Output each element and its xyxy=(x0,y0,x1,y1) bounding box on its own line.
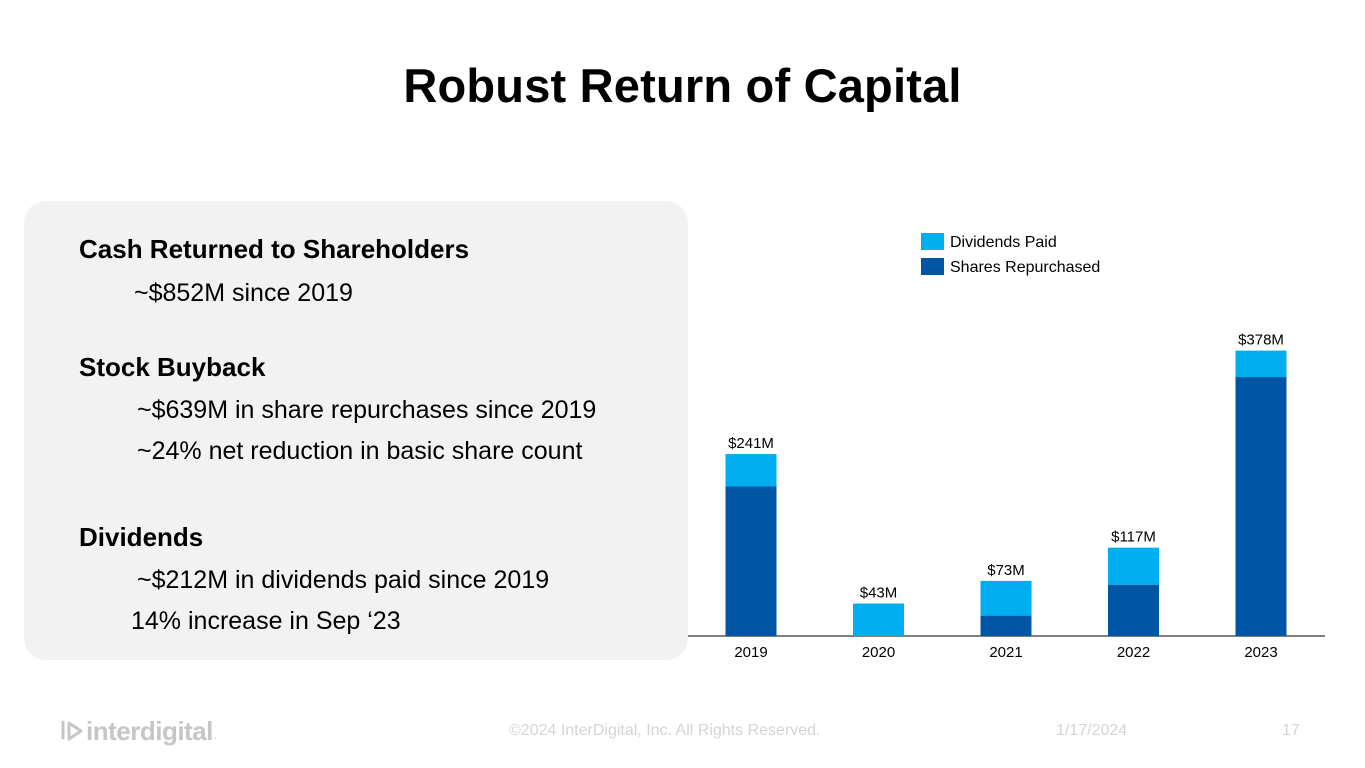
stock-buyback-line-2: ~24% net reduction in basic share count xyxy=(137,437,583,465)
bar-dividends-paid-2019 xyxy=(725,454,777,487)
interdigital-logo-icon xyxy=(61,720,83,741)
total-label-2020: $43M xyxy=(860,585,898,602)
cash-returned-heading: Cash Returned to Shareholders xyxy=(79,234,470,264)
bar-shares-repurchased-2022 xyxy=(1108,584,1159,636)
interdigital-logo: interdigital. xyxy=(60,714,217,748)
bar-shares-repurchased-2023 xyxy=(1235,377,1287,636)
bars-group: $241M 2019 $43M 2020 $73M 2021 $117M 2022 $378M 2… xyxy=(725,332,1287,661)
legend-label-dividends-paid: Dividends Paid xyxy=(950,234,1057,251)
total-label-2021: $73M xyxy=(987,562,1025,579)
bar-shares-repurchased-2021 xyxy=(980,615,1032,636)
page-number: 17 xyxy=(1282,722,1300,739)
bar-dividends-paid-2022 xyxy=(1108,547,1159,585)
total-label-2022: $117M xyxy=(1111,529,1156,546)
legend-swatch-dividends-paid xyxy=(921,233,944,250)
total-label-2019: $241M xyxy=(728,435,774,452)
legend-swatch-shares-repurchased xyxy=(921,258,944,275)
bar-dividends-paid-2023 xyxy=(1235,350,1287,378)
x-tick-label-2020: 2020 xyxy=(862,644,895,661)
return-of-capital-chart: $241M 2019 $43M 2020 $73M 2021 $117M 2022 $378M 2… xyxy=(688,233,1325,661)
copyright-text: ©2024 InterDigital, Inc. All Rights Rese… xyxy=(509,722,821,739)
bar-dividends-paid-2021 xyxy=(980,580,1032,616)
dividends-line-2: 14% increase in Sep ‘23 xyxy=(131,607,401,635)
x-tick-label-2021: 2021 xyxy=(989,644,1022,661)
stock-buyback-heading: Stock Buyback xyxy=(79,352,266,382)
stock-buyback-line-1: ~$639M in share repurchases since 2019 xyxy=(137,396,597,424)
chart-legend: Dividends Paid Shares Repurchased xyxy=(921,233,1100,276)
bar-shares-repurchased-2019 xyxy=(725,486,777,636)
x-tick-label-2023: 2023 xyxy=(1244,644,1277,661)
dividends-heading: Dividends xyxy=(79,522,204,552)
x-tick-label-2019: 2019 xyxy=(734,644,767,661)
footer-date: 1/17/2024 xyxy=(1056,722,1128,739)
cash-returned-line-1: ~$852M since 2019 xyxy=(134,279,353,307)
x-tick-label-2022: 2022 xyxy=(1117,644,1150,661)
logo-wordmark: interdigital xyxy=(86,715,213,746)
summary-panel: Cash Returned to Shareholders ~$852M sin… xyxy=(24,201,688,660)
bar-dividends-paid-2020 xyxy=(853,603,904,636)
logo-dot: . xyxy=(213,728,218,742)
legend-label-shares-repurchased: Shares Repurchased xyxy=(950,259,1100,276)
dividends-line-1: ~$212M in dividends paid since 2019 xyxy=(137,566,550,594)
slide-title: Robust Return of Capital xyxy=(403,59,962,112)
total-label-2023: $378M xyxy=(1238,332,1284,349)
